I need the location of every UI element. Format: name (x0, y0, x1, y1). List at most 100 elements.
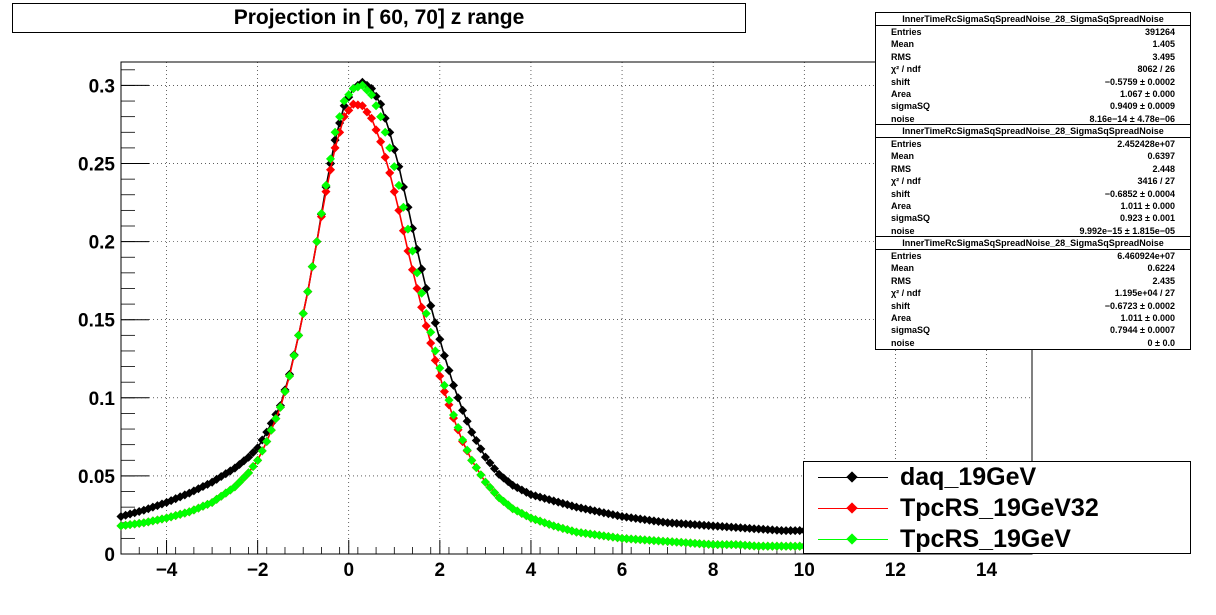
stats-value: 1.011 ± 0.000 (1120, 200, 1176, 211)
x-tick-label: −2 (247, 560, 269, 581)
stats-label: Mean (891, 39, 915, 50)
data-point (462, 416, 472, 426)
stats-value: 8062 / 26 (1137, 64, 1175, 75)
stats-row: shift −0.6723 ± 0.0002 (876, 300, 1190, 312)
legend-item-daq: daq_19GeV (804, 462, 1190, 493)
data-point (458, 405, 468, 415)
stats-row: RMS 2.435 (876, 275, 1190, 287)
data-point (458, 435, 468, 445)
data-point (357, 80, 367, 90)
y-tick-label: 0.15 (78, 311, 115, 332)
x-tick-label: 0 (343, 560, 354, 581)
stats-label: noise (891, 337, 915, 348)
data-point (467, 427, 477, 437)
stats-row: Entries 2.452428e+07 (876, 138, 1190, 150)
data-point (289, 351, 299, 361)
x-tick-label: −4 (156, 560, 178, 581)
stats-value: 8.16e−14 ± 4.78e−06 (1089, 113, 1175, 124)
stats-value: 0.6397 (1147, 151, 1175, 162)
data-point (795, 541, 805, 551)
stats-value: −0.6852 ± 0.0004 (1104, 188, 1175, 199)
data-point (490, 488, 500, 498)
stats-label: Area (891, 88, 912, 99)
data-point (772, 541, 782, 551)
x-tick-label: 6 (617, 560, 628, 581)
stats-row: sigmaSQ 0.923 ± 0.001 (876, 212, 1190, 224)
stats-label: χ² / ndf (891, 64, 921, 75)
data-point (435, 363, 445, 373)
data-point (284, 371, 295, 381)
x-tick-label: 4 (526, 560, 537, 581)
stats-value: −0.5759 ± 0.0002 (1104, 76, 1175, 87)
stats-row: χ² / ndf 8062 / 26 (876, 63, 1190, 75)
stats-value: 0 ± 0.0 (1147, 337, 1175, 348)
data-point (462, 445, 472, 455)
stats-row: noise 9.992e−15 ± 1.815e−05 (876, 225, 1190, 237)
y-tick-label: 0.3 (89, 76, 115, 97)
stats-label: shift (891, 76, 910, 87)
data-point (389, 162, 399, 172)
stats-label: sigmaSQ (891, 325, 931, 336)
stats-label: shift (891, 300, 910, 311)
data-point (448, 380, 459, 390)
data-point (781, 526, 791, 536)
stats-label: Area (891, 200, 912, 211)
stats-value: 9.992e−15 ± 1.815e−05 (1079, 225, 1175, 236)
stats-value: 0.923 ± 0.001 (1120, 213, 1175, 224)
data-point (467, 455, 477, 465)
data-point (781, 541, 791, 551)
legend-marker (846, 533, 858, 545)
stats-box-daq: InnerTimeRcSigmaSqSpreadNoise_28_SigmaSq… (875, 12, 1191, 127)
y-tick-label: 0.2 (89, 233, 115, 254)
data-point (722, 540, 732, 550)
x-tick-label: 2 (435, 560, 446, 581)
legend-label: TpcRS_19GeV32 (900, 494, 1099, 522)
data-point (385, 143, 395, 153)
series-layer (116, 77, 809, 551)
stats-box-tpcrs32: InnerTimeRcSigmaSqSpreadNoise_28_SigmaSq… (875, 124, 1191, 239)
data-point (330, 143, 340, 153)
stats-label: Mean (891, 263, 915, 274)
data-point (448, 410, 459, 420)
legend-item-tpcrs: TpcRS_19GeV (804, 524, 1190, 555)
data-point (339, 101, 349, 111)
data-point (316, 208, 326, 219)
stats-label: Entries (891, 139, 922, 149)
data-point (371, 125, 381, 135)
stats-value: 0.7944 ± 0.0007 (1110, 325, 1175, 336)
stats-value: 0.6224 (1147, 263, 1175, 274)
data-point (444, 400, 454, 410)
stats-row: χ² / ndf 3416 / 27 (876, 175, 1190, 187)
data-point (453, 393, 463, 403)
stats-label: RMS (891, 275, 911, 286)
stats-header: InnerTimeRcSigmaSqSpreadNoise_28_SigmaSq… (876, 13, 1190, 26)
data-point (763, 541, 773, 551)
data-point (439, 387, 449, 397)
data-point (480, 452, 490, 462)
stats-value: 2.448 (1152, 163, 1175, 174)
stats-label: sigmaSQ (891, 213, 931, 224)
stats-row: sigmaSQ 0.9409 ± 0.0009 (876, 100, 1190, 112)
data-point (253, 455, 263, 465)
stats-label: noise (891, 225, 915, 236)
data-point (412, 283, 422, 293)
stats-value: 2.452428e+07 (1117, 139, 1175, 149)
stats-row: Mean 0.6397 (876, 150, 1190, 162)
stats-row: noise 8.16e−14 ± 4.78e−06 (876, 113, 1190, 125)
data-point (280, 387, 290, 397)
stats-row: RMS 2.448 (876, 163, 1190, 175)
stats-header: InnerTimeRcSigmaSqSpreadNoise_28_SigmaSq… (876, 237, 1190, 250)
data-point (362, 85, 372, 95)
stats-row: sigmaSQ 0.7944 ± 0.0007 (876, 324, 1190, 336)
data-point (366, 90, 377, 100)
stats-label: shift (891, 188, 910, 199)
y-tick-label: 0.05 (78, 467, 115, 488)
y-tick-label: 0.25 (78, 155, 115, 176)
stats-value: 1.195e+04 / 27 (1114, 288, 1175, 299)
data-point (325, 154, 336, 164)
data-point (435, 334, 445, 344)
legend: daq_19GeV TpcRS_19GeV32 TpcRS_19GeV (803, 461, 1191, 554)
y-tick-label: 0 (104, 545, 115, 566)
legend-item-tpcrs32: TpcRS_19GeV32 (804, 493, 1190, 524)
stats-value: 3.495 (1152, 51, 1175, 62)
